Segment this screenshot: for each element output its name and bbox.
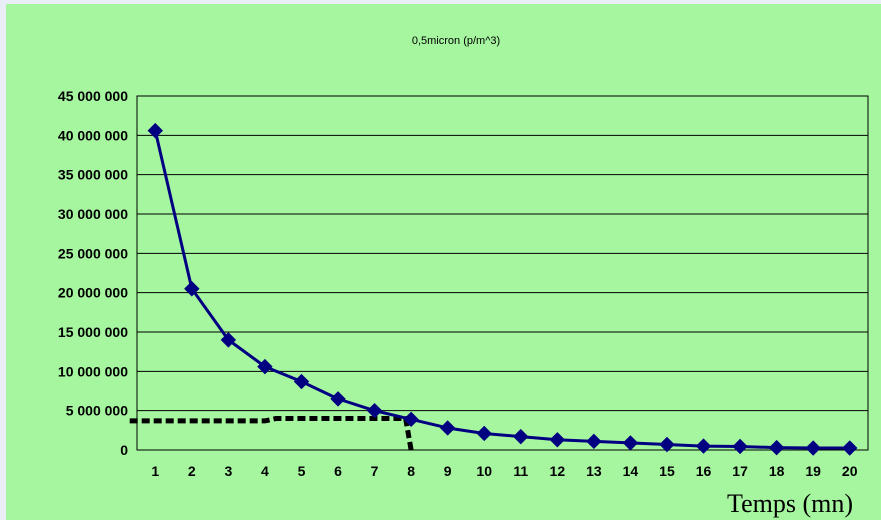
- data-point-marker: [805, 440, 821, 456]
- data-point-marker: [768, 439, 785, 456]
- x-tick-label: 6: [334, 463, 342, 479]
- x-tick-label: 3: [224, 463, 232, 479]
- y-tick-label: 30 000 000: [58, 206, 128, 222]
- data-point-marker: [622, 435, 639, 451]
- x-tick-label: 13: [586, 463, 602, 479]
- x-tick-label: 17: [732, 463, 748, 479]
- x-tick-label: 9: [444, 463, 452, 479]
- x-tick-label: 16: [696, 463, 712, 479]
- data-point-marker: [842, 440, 858, 456]
- y-tick-label: 15 000 000: [58, 324, 128, 340]
- data-point-marker: [549, 432, 566, 448]
- data-point-marker: [513, 428, 529, 445]
- x-tick-label: 5: [298, 463, 306, 479]
- reference-line-layer: [129, 416, 414, 451]
- x-tick-label: 19: [805, 463, 821, 479]
- x-tick-label: 20: [842, 463, 858, 479]
- plot-area: [137, 96, 868, 450]
- data-point-marker: [330, 391, 346, 407]
- x-axis-label: Temps (mn): [727, 489, 853, 518]
- x-axis-ticks: 1 2 3 4 5 6 7 8 9 10 11 12 13 14 15 16 17 18 19 20: [151, 463, 857, 479]
- data-point-marker: [586, 433, 602, 450]
- y-tick-label: 5 000 000: [66, 403, 128, 419]
- x-tick-label: 4: [261, 463, 269, 479]
- data-point-marker: [439, 420, 456, 436]
- reference-dotted-line: [129, 416, 414, 451]
- x-tick-label: 15: [659, 463, 675, 479]
- x-tick-label: 12: [550, 463, 566, 479]
- y-tick-label: 0: [120, 442, 128, 458]
- data-point-marker: [184, 281, 200, 297]
- chart-title: 0,5micron (p/m^3): [412, 35, 500, 47]
- x-tick-label: 10: [476, 463, 492, 479]
- gridlines: [136, 95, 869, 451]
- x-tick-label: 2: [188, 463, 196, 479]
- x-tick-label: 8: [407, 463, 415, 479]
- y-tick-label: 20 000 000: [58, 285, 128, 301]
- data-point-marker: [695, 438, 712, 454]
- data-point-marker: [220, 332, 237, 348]
- y-tick-label: 45 000 000: [58, 88, 128, 104]
- data-point-marker: [476, 425, 492, 442]
- data-point-marker: [732, 438, 748, 455]
- series-layer: [147, 122, 858, 456]
- y-axis-ticks: 0 5 000 000 10 000 000 15 000 000 20 000 000…: [58, 88, 128, 458]
- plot-frame: [136, 95, 869, 451]
- data-point-marker: [403, 411, 419, 428]
- y-tick-label: 10 000 000: [58, 363, 128, 379]
- data-point-marker: [257, 358, 273, 375]
- y-tick-label: 25 000 000: [58, 245, 128, 261]
- data-point-marker: [659, 436, 675, 453]
- data-point-marker: [366, 402, 383, 419]
- x-tick-label: 14: [623, 463, 639, 479]
- y-tick-label: 40 000 000: [58, 127, 128, 143]
- x-tick-label: 18: [769, 463, 785, 479]
- x-tick-label: 1: [151, 463, 159, 479]
- data-point-marker: [147, 122, 163, 139]
- x-tick-label: 7: [371, 463, 379, 479]
- data-point-marker: [293, 373, 310, 390]
- x-tick-label: 11: [513, 463, 528, 479]
- y-tick-label: 35 000 000: [58, 167, 128, 183]
